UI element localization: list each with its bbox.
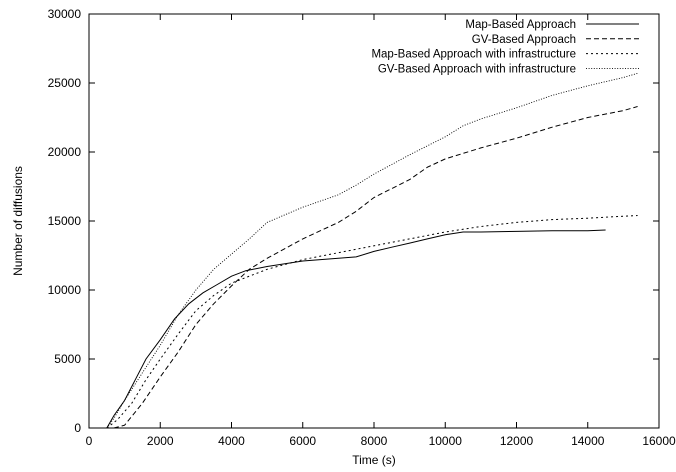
axis-ticks: 0 2000 4000 6000 8000 10000 12000 14000 16000 0 50… bbox=[48, 7, 676, 448]
x-tick-label: 4000 bbox=[218, 434, 245, 448]
y-tick-label: 30000 bbox=[48, 7, 82, 21]
legend: Map-Based Approach GV-Based Approach Map-B… bbox=[371, 19, 639, 75]
series-line-3 bbox=[106, 215, 638, 429]
y-axis-title: Number of diffusions bbox=[11, 166, 25, 276]
y-tick-label: 25000 bbox=[48, 76, 82, 90]
x-tick-label: 16000 bbox=[642, 434, 676, 448]
y-tick-label: 0 bbox=[74, 421, 81, 435]
y-tick-label: 15000 bbox=[48, 214, 82, 228]
series-lines bbox=[106, 72, 638, 429]
legend-label-1: Map-Based Approach bbox=[465, 19, 576, 31]
plot-frame bbox=[88, 13, 660, 429]
legend-label-2: GV-Based Approach bbox=[472, 34, 576, 46]
x-tick-label: 0 bbox=[86, 434, 93, 448]
x-tick-label: 2000 bbox=[147, 434, 174, 448]
x-tick-label: 10000 bbox=[429, 434, 463, 448]
legend-label-3: Map-Based Approach with infrastructure bbox=[371, 49, 576, 61]
x-axis-title: Time (s) bbox=[352, 453, 396, 467]
x-tick-label: 14000 bbox=[571, 434, 605, 448]
y-tick-label: 10000 bbox=[48, 283, 82, 297]
series-line-4 bbox=[106, 72, 638, 429]
y-tick-label: 20000 bbox=[48, 145, 82, 159]
x-tick-label: 8000 bbox=[361, 434, 388, 448]
x-tick-label: 12000 bbox=[500, 434, 534, 448]
series-line-1 bbox=[106, 229, 606, 429]
legend-label-4: GV-Based Approach with infrastructure bbox=[378, 63, 576, 75]
series-line-2 bbox=[113, 106, 638, 429]
x-tick-label: 6000 bbox=[289, 434, 316, 448]
y-tick-label: 5000 bbox=[54, 352, 81, 366]
